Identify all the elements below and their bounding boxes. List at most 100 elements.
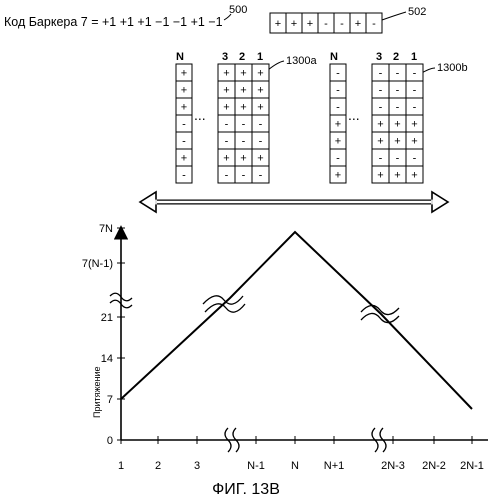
ref-502-leader [382, 12, 406, 20]
svg-text:-: - [336, 102, 340, 114]
matrix-grid-cell: + [389, 166, 406, 183]
svg-text:-: - [182, 136, 186, 148]
matrix-grid-cell: + [372, 132, 389, 149]
svg-text:+: + [181, 85, 187, 97]
matrix-grid-cell: + [252, 64, 269, 81]
svg-text:-: - [182, 170, 186, 182]
y-ticks: 0714217(N-1)7N [82, 223, 125, 447]
svg-text:-: - [225, 136, 229, 148]
matrix-grid-cell: - [372, 98, 389, 115]
svg-text:+: + [275, 18, 281, 30]
x-tick-label: 2 [155, 460, 161, 472]
matrix-b-col-1-label: 1 [411, 51, 417, 63]
matrix-grid-cell: + [406, 166, 423, 183]
svg-text:+: + [223, 68, 229, 80]
svg-text:-: - [379, 85, 383, 97]
matrix-single-cell: + [176, 64, 192, 81]
svg-text:+: + [240, 153, 246, 165]
svg-text:+: + [335, 119, 341, 131]
svg-text:-: - [396, 102, 400, 114]
svg-text:+: + [335, 170, 341, 182]
matrix-single-cell: - [330, 149, 346, 166]
svg-text:-: - [336, 68, 340, 80]
svg-text:+: + [223, 85, 229, 97]
matrix-grid-cell: + [235, 98, 252, 115]
svg-text:+: + [257, 153, 263, 165]
svg-text:-: - [336, 153, 340, 165]
x-tick-label: N-1 [247, 460, 265, 472]
svg-text:+: + [377, 136, 383, 148]
matrix-grid-cell: - [218, 166, 235, 183]
matrix-grid-cell: + [235, 149, 252, 166]
ref-500-leader [224, 14, 231, 20]
svg-text:+: + [240, 85, 246, 97]
svg-text:-: - [259, 136, 263, 148]
matrix-b-col-2-label: 2 [393, 51, 399, 63]
matrix-grid-cell: + [389, 115, 406, 132]
x-ticks: 123N-1NN+12N-32N-22N-1 [118, 436, 484, 472]
matrix-single-cell: + [330, 115, 346, 132]
matrix-single-cell: + [330, 132, 346, 149]
svg-text:+: + [257, 102, 263, 114]
svg-text:+: + [355, 18, 361, 30]
svg-text:+: + [394, 170, 400, 182]
svg-text:+: + [394, 136, 400, 148]
matrix-grid-cell: + [389, 132, 406, 149]
svg-text:-: - [225, 170, 229, 182]
svg-text:-: - [182, 119, 186, 131]
matrix-single-cell: - [330, 64, 346, 81]
svg-text:+: + [394, 119, 400, 131]
matrix-grid-cell: - [406, 98, 423, 115]
y-tick-label: 21 [101, 312, 113, 324]
matrix-grid-cell: - [235, 115, 252, 132]
svg-text:+: + [377, 170, 383, 182]
matrix-grid-cell: - [218, 115, 235, 132]
matrix-grid-cell: - [235, 132, 252, 149]
x-tick-label: 2N-2 [422, 460, 446, 472]
x-tick-label: N [291, 460, 299, 472]
matrix-single-cell: + [330, 166, 346, 183]
matrix-grid-cell: - [389, 98, 406, 115]
matrix-grid-cell: - [406, 64, 423, 81]
svg-text:+: + [335, 136, 341, 148]
svg-text:-: - [396, 153, 400, 165]
svg-text:-: - [242, 170, 246, 182]
svg-text:-: - [324, 18, 328, 30]
double-arrow [140, 192, 448, 212]
svg-text:-: - [340, 18, 344, 30]
matrix-single-cell: + [176, 98, 192, 115]
y-tick-label: 0 [107, 435, 113, 447]
matrix-grid-cell: - [218, 132, 235, 149]
matrix-grid-cell: + [218, 64, 235, 81]
matrix-grid-cell: - [406, 149, 423, 166]
matrix-b-n-label: N [330, 51, 338, 63]
svg-text:-: - [225, 119, 229, 131]
matrix-a-n-label: N [176, 51, 184, 63]
matrix-grid-cell: - [389, 81, 406, 98]
svg-text:+: + [240, 68, 246, 80]
attraction-curve [121, 232, 472, 409]
svg-text:-: - [379, 153, 383, 165]
sequence-cell: - [318, 13, 334, 33]
svg-text:+: + [411, 119, 417, 131]
svg-text:+: + [181, 102, 187, 114]
sequence-cell: + [302, 13, 318, 33]
svg-text:+: + [291, 18, 297, 30]
matrix-a-col-2-label: 2 [239, 51, 245, 63]
matrix-grid-cell: - [372, 64, 389, 81]
matrix-grid-cell: + [406, 132, 423, 149]
matrix-single-cell: + [176, 81, 192, 98]
y-tick-label: 14 [101, 353, 113, 365]
matrix-grid-cell: - [372, 81, 389, 98]
y-tick-label: 7N [99, 223, 113, 235]
svg-text:-: - [379, 102, 383, 114]
ref-502-label: 502 [408, 6, 426, 18]
matrix-grid-cell: - [252, 166, 269, 183]
matrix-single-cell: - [176, 115, 192, 132]
x-tick-label: 2N-1 [460, 460, 484, 472]
matrix-grid-cell: + [218, 149, 235, 166]
ref-1300b-label: 1300b [437, 62, 468, 74]
svg-text:-: - [413, 102, 417, 114]
svg-text:+: + [223, 102, 229, 114]
